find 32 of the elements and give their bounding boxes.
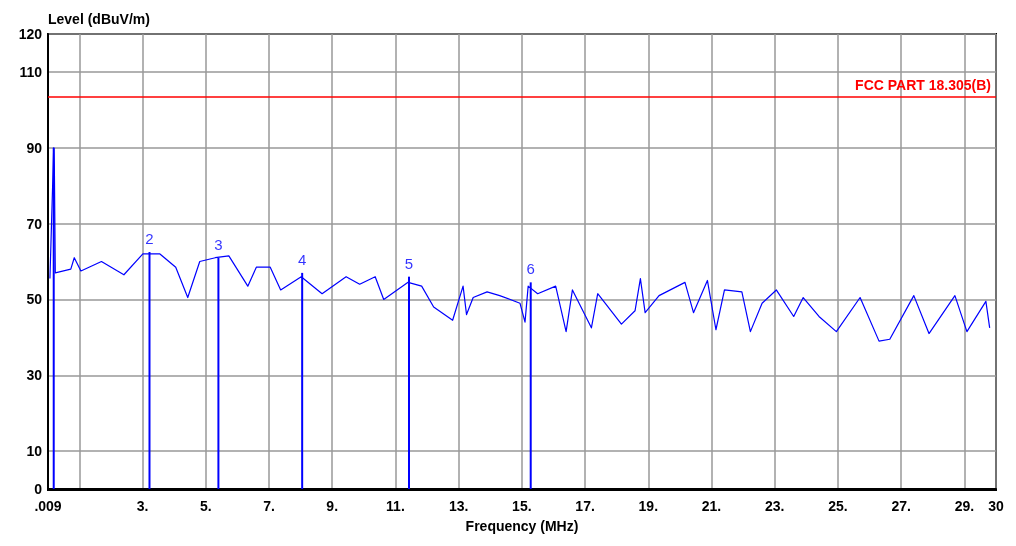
y-tick-label: 90 (26, 139, 43, 156)
y-tick-label: 30 (26, 367, 43, 384)
y-tick-label: 70 (26, 215, 43, 232)
y-tick-label: 10 (26, 443, 43, 460)
x-tick-label: 23. (765, 498, 785, 514)
y-tick-label: 0 (34, 481, 43, 497)
x-tick-label: 21. (701, 498, 722, 514)
x-tick-label: 25. (828, 498, 848, 514)
y-axis-title: Level (dBuV/m) (48, 11, 150, 27)
y-tick-label: 50 (26, 291, 43, 308)
x-tick-label: 17. (575, 498, 595, 514)
annotation: 6 (526, 260, 535, 278)
x-tick-label: .009 (34, 498, 62, 514)
x-tick-label: 30 (988, 498, 1004, 514)
annotation: 3 (214, 235, 223, 253)
x-tick-label: 11. (386, 498, 405, 514)
x-tick-label: 7. (263, 498, 275, 514)
x-tick-label: 27. (891, 498, 911, 514)
x-axis-title: Frequency (MHz) (465, 518, 579, 534)
x-tick-label: 29. (954, 498, 975, 514)
x-tick-label: 5. (199, 498, 212, 514)
x-tick-label: 13. (448, 498, 469, 514)
y-tick-label: 110 (19, 63, 43, 80)
x-tick-label: 3. (136, 498, 149, 514)
ref-line-label: FCC PART 18.305(B) (855, 76, 991, 93)
annotation: 4 (298, 250, 307, 268)
x-tick-label: 9. (326, 498, 339, 514)
y-tick-label: 120 (18, 26, 43, 42)
x-tick-label: 19. (638, 498, 659, 514)
x-tick-label: 15. (512, 498, 532, 514)
annotation: 5 (404, 254, 414, 272)
annotation: 2 (145, 230, 154, 248)
